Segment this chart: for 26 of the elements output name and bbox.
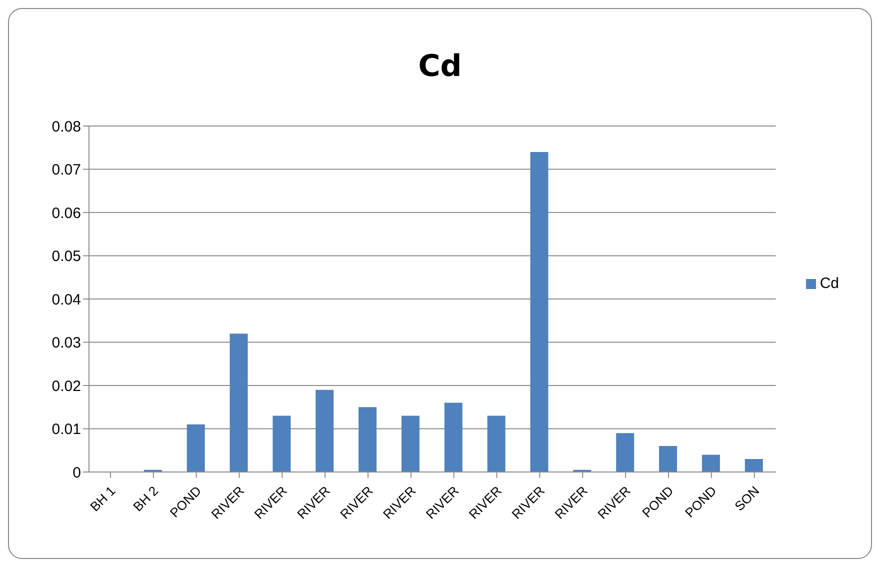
y-tick-label: 0.04 xyxy=(52,291,81,308)
y-tick-label: 0.02 xyxy=(52,378,81,395)
y-tick-label: 0.03 xyxy=(52,334,81,352)
chart-title: Cd xyxy=(417,49,463,84)
y-tick-label: 0.08 xyxy=(52,118,81,136)
bar xyxy=(401,416,420,472)
x-tick-label: BH 2 xyxy=(130,483,162,514)
bar xyxy=(616,433,634,472)
bar xyxy=(358,407,377,472)
y-tick-label: 0.06 xyxy=(52,204,81,222)
bar xyxy=(186,424,205,472)
bar xyxy=(272,416,291,472)
y-tick-label: 0.01 xyxy=(52,421,81,438)
x-tick-label: BH 1 xyxy=(87,483,118,514)
y-tick-label: 0.07 xyxy=(52,162,81,179)
bar xyxy=(444,402,462,472)
bar xyxy=(659,446,678,472)
y-tick-label: 0.05 xyxy=(52,248,81,266)
bar xyxy=(230,334,248,472)
bar xyxy=(702,454,720,472)
bar xyxy=(487,416,506,472)
bar xyxy=(316,390,334,472)
bar xyxy=(744,459,763,472)
bar xyxy=(530,152,548,472)
legend-label: Cd xyxy=(820,274,839,292)
y-tick-label: 0 xyxy=(72,464,81,482)
